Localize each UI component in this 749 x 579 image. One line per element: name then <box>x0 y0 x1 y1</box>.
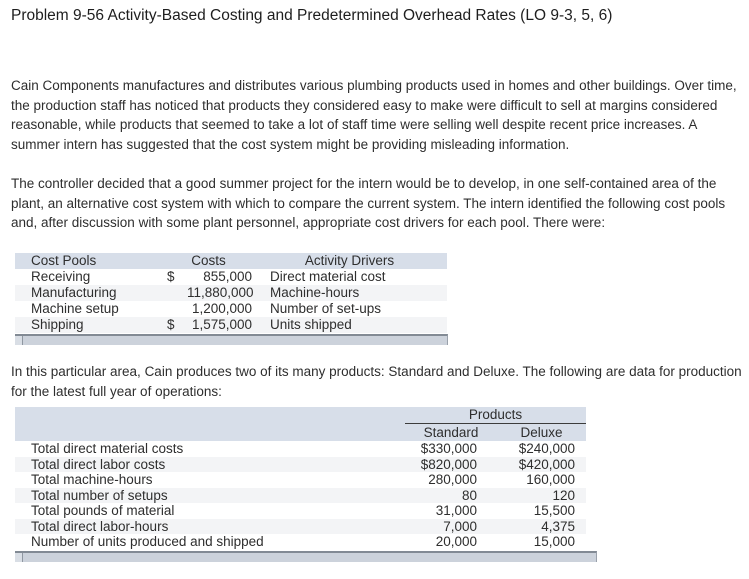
row-label: Total machine-hours <box>31 472 153 487</box>
products-subheader-row: Standard Deluxe <box>15 424 586 441</box>
standard-value: 80 <box>461 487 477 503</box>
cost-pools-header-row: Cost Pools Costs Activity Drivers <box>15 253 447 269</box>
deluxe-value: 160,000 <box>526 472 575 487</box>
currency-sign: $ <box>167 317 175 332</box>
group-header-spacer <box>15 407 405 424</box>
standard-value: 20,000 <box>435 534 477 549</box>
intro-paragraph: Cain Components manufactures and distrib… <box>11 78 737 152</box>
header-cost-pools: Cost Pools <box>31 253 97 268</box>
products-group-header-row: Products <box>15 407 586 424</box>
deluxe-value: $420,000 <box>518 456 575 472</box>
standard-value: 31,000 <box>435 503 477 518</box>
row-label: Total direct labor costs <box>31 456 166 472</box>
table-row: Total machine-hours 280,000 160,000 <box>15 472 586 488</box>
table-row: Shipping $ 1,575,000 Units shipped <box>15 317 447 333</box>
table-row: Manufacturing 11,880,000 Machine-hours <box>15 285 447 301</box>
deluxe-value: 4,375 <box>541 518 575 534</box>
cost-amount: 1,575,000 <box>191 317 252 332</box>
activity-driver: Units shipped <box>270 317 352 332</box>
currency-sign: $ <box>167 269 175 284</box>
row-label: Total direct material costs <box>31 441 184 456</box>
deluxe-value: 15,000 <box>533 534 575 549</box>
table-row: Receiving $ 855,000 Direct material cost <box>15 269 447 285</box>
row-label: Total pounds of material <box>31 503 175 518</box>
table-row: Number of units produced and shipped 20,… <box>15 534 586 550</box>
table-row: Total number of setups 80 120 <box>15 487 586 503</box>
pool-name: Manufacturing <box>31 285 117 300</box>
header-costs: Costs <box>191 253 226 268</box>
header-deluxe: Deluxe <box>520 425 563 440</box>
activity-driver: Direct material cost <box>270 269 386 284</box>
table-row: Total direct labor costs $820,000 $420,0… <box>15 456 586 472</box>
header-standard: Standard <box>423 425 479 440</box>
standard-value: $820,000 <box>420 456 477 472</box>
table-row: Total direct labor-hours 7,000 4,375 <box>15 518 586 534</box>
standard-value: $330,000 <box>420 441 477 456</box>
controller-paragraph: The controller decided that a good summe… <box>11 176 726 231</box>
pool-name: Receiving <box>31 269 91 284</box>
activity-driver: Machine-hours <box>270 285 360 300</box>
products-paragraph: In this particular area, Cain produces t… <box>11 364 742 399</box>
table-row: Machine setup 1,200,000 Number of set-up… <box>15 301 447 317</box>
products-table: Products Standard Deluxe Total direct ma… <box>15 407 586 550</box>
deluxe-value: $240,000 <box>518 441 575 456</box>
standard-value: 7,000 <box>443 518 477 534</box>
page-title: Problem 9-56 Activity-Based Costing and … <box>11 7 613 24</box>
standard-value: 280,000 <box>428 472 477 487</box>
row-label: Total direct labor-hours <box>31 518 169 534</box>
row-label: Total number of setups <box>31 487 168 503</box>
table2-scrollbar-thumb[interactable] <box>15 553 23 562</box>
cost-amount: 855,000 <box>203 269 252 284</box>
pool-name: Shipping <box>31 317 84 332</box>
group-header-products: Products <box>405 407 586 424</box>
cost-amount: 1,200,000 <box>191 301 252 316</box>
table2-horizontal-scrollbar[interactable] <box>15 551 597 562</box>
activity-driver: Number of set-ups <box>270 301 382 316</box>
cost-amount: 11,880,000 <box>187 285 254 300</box>
table1-scrollbar-thumb[interactable] <box>15 336 23 345</box>
table-row: Total direct material costs $330,000 $24… <box>15 441 586 457</box>
header-activity-drivers: Activity Drivers <box>304 253 395 268</box>
table-row: Total pounds of material 31,000 15,500 <box>15 503 586 519</box>
row-label: Number of units produced and shipped <box>31 534 264 549</box>
deluxe-value: 15,500 <box>533 503 575 518</box>
deluxe-value: 120 <box>552 487 575 503</box>
table1-horizontal-scrollbar[interactable] <box>15 334 448 345</box>
pool-name: Machine setup <box>31 301 119 316</box>
cost-pools-table: Cost Pools Costs Activity Drivers Receiv… <box>15 253 447 333</box>
